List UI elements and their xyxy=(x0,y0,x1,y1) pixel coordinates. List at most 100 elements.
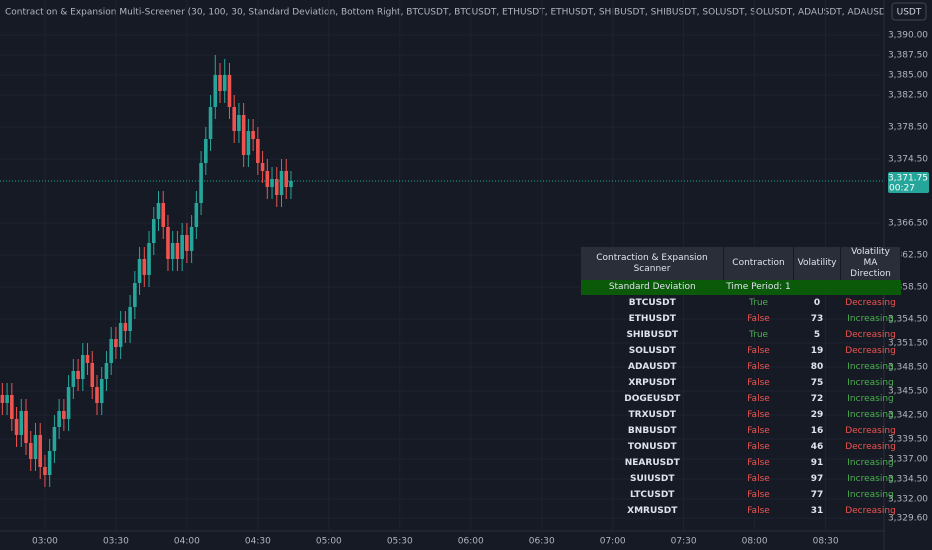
header-cell: Volatility MA Direction xyxy=(840,247,901,280)
x-tick-label: 06:00 xyxy=(458,537,484,547)
table-row: DOGEUSDT False 72 Increasing xyxy=(581,391,901,407)
y-tick-label: 3,348.50 xyxy=(888,363,928,373)
symbol-cell: XRPUSDT xyxy=(628,377,677,388)
candle-body xyxy=(156,203,161,219)
contraction-cell: False xyxy=(747,489,770,500)
candle-body xyxy=(71,371,76,387)
candle-body xyxy=(133,283,137,307)
contraction-cell: False xyxy=(747,457,770,468)
symbol-cell: SOLUSDT xyxy=(628,345,676,356)
candle-body xyxy=(251,131,255,139)
candle-body xyxy=(265,171,270,187)
candle-body xyxy=(199,163,203,203)
contraction-cell: False xyxy=(747,505,770,516)
y-tick-label: 3,378.50 xyxy=(888,123,928,133)
table-row: TONUSDT False 46 Decreasing xyxy=(581,439,901,455)
candle-body xyxy=(246,131,251,155)
direction-cell: Decreasing xyxy=(845,297,896,308)
header-cell: Contraction xyxy=(723,247,794,280)
candle-body xyxy=(204,139,208,163)
direction-cell: Decreasing xyxy=(845,505,896,516)
table-row: SHIBUSDT True 5 Decreasing xyxy=(581,327,901,343)
candle-body xyxy=(170,243,175,259)
x-tick-label: 03:00 xyxy=(32,537,58,547)
countdown: 00:27 xyxy=(889,184,915,194)
y-tick-label: 3,385.00 xyxy=(888,71,928,81)
symbol-cell: BNBUSDT xyxy=(627,425,677,436)
symbol-cell: DOGEUSDT xyxy=(624,393,681,404)
candle-body xyxy=(289,181,293,187)
table-row: XRPUSDT False 75 Increasing xyxy=(581,375,901,391)
header-cell: Contraction & Expansion Scanner xyxy=(581,247,724,280)
candle-body xyxy=(161,203,166,227)
x-tick-label: 07:00 xyxy=(600,537,626,547)
direction-cell: Increasing xyxy=(847,313,894,324)
volatility-cell: 5 xyxy=(813,329,821,340)
candle-body xyxy=(260,163,265,171)
direction-cell: Increasing xyxy=(847,377,894,388)
volatility-cell: 73 xyxy=(810,313,824,324)
candle-body xyxy=(270,179,274,187)
direction-cell: Increasing xyxy=(847,489,894,500)
candle-body xyxy=(24,411,28,443)
candle-body xyxy=(274,179,279,195)
symbol-cell: ETHUSDT xyxy=(628,313,676,324)
table-row: BTCUSDT True 0 Decreasing xyxy=(581,295,901,311)
header-cell: Volatility xyxy=(793,247,841,280)
x-tick-label: 08:00 xyxy=(742,537,768,547)
volatility-cell: 75 xyxy=(810,377,824,388)
candle-body xyxy=(151,219,156,243)
table-row: SUIUSDT False 97 Increasing xyxy=(581,471,901,487)
contraction-cell: False xyxy=(747,393,770,404)
candle-body xyxy=(142,259,147,275)
candle-body xyxy=(118,323,123,347)
table-row: LTCUSDT False 77 Increasing xyxy=(581,487,901,503)
last-price-label: 3,371.75 xyxy=(888,174,928,184)
volatility-cell: 46 xyxy=(810,441,824,452)
direction-cell: Decreasing xyxy=(845,345,896,356)
subheader-cell xyxy=(793,280,901,295)
candle-body xyxy=(194,203,199,227)
candle-body xyxy=(66,387,71,419)
volatility-cell: 91 xyxy=(810,457,824,468)
symbol-cell: ADAUSDT xyxy=(627,361,677,372)
currency-button[interactable] xyxy=(891,2,927,21)
y-tick-label: 3,337.00 xyxy=(888,455,928,465)
symbol-cell: SHIBUSDT xyxy=(626,329,679,340)
x-tick-label: 07:30 xyxy=(671,537,697,547)
direction-cell: Increasing xyxy=(847,393,894,404)
table-row: ADAUSDT False 80 Increasing xyxy=(581,359,901,375)
contraction-cell: True xyxy=(748,329,769,340)
symbol-cell: NEARUSDT xyxy=(624,457,680,468)
direction-cell: Decreasing xyxy=(845,329,896,340)
y-tick-label: 3,334.50 xyxy=(888,475,928,485)
contraction-cell: False xyxy=(747,345,770,356)
contraction-cell: False xyxy=(747,473,770,484)
candle-body xyxy=(137,259,142,283)
candle-body xyxy=(189,227,194,251)
y-tick-label: 3,374.50 xyxy=(888,155,928,165)
candle-body xyxy=(62,411,66,419)
candle-body xyxy=(232,107,236,131)
candle-body xyxy=(0,395,5,403)
candle-body xyxy=(237,115,241,131)
candle-body xyxy=(147,243,151,275)
candle-body xyxy=(38,435,43,467)
x-tick-label: 05:00 xyxy=(316,537,342,547)
x-tick-label: 06:30 xyxy=(529,537,555,547)
y-tick-label: 3,390.00 xyxy=(888,31,928,41)
table-row: SOLUSDT False 19 Decreasing xyxy=(581,343,901,359)
y-tick-label: 3,382.50 xyxy=(888,91,928,101)
contraction-cell: False xyxy=(747,425,770,436)
y-tick-label: 3,362.50 xyxy=(888,251,928,261)
table-row: NEARUSDT False 91 Increasing xyxy=(581,455,901,471)
direction-cell: Decreasing xyxy=(845,441,896,452)
y-tick-label: 3,329.60 xyxy=(888,514,928,524)
contraction-cell: False xyxy=(747,441,770,452)
x-tick-label: 03:30 xyxy=(103,537,129,547)
symbol-cell: TRXUSDT xyxy=(628,409,676,420)
candle-body xyxy=(284,171,289,187)
subheader-cell: Time Period: 1 xyxy=(723,280,794,295)
